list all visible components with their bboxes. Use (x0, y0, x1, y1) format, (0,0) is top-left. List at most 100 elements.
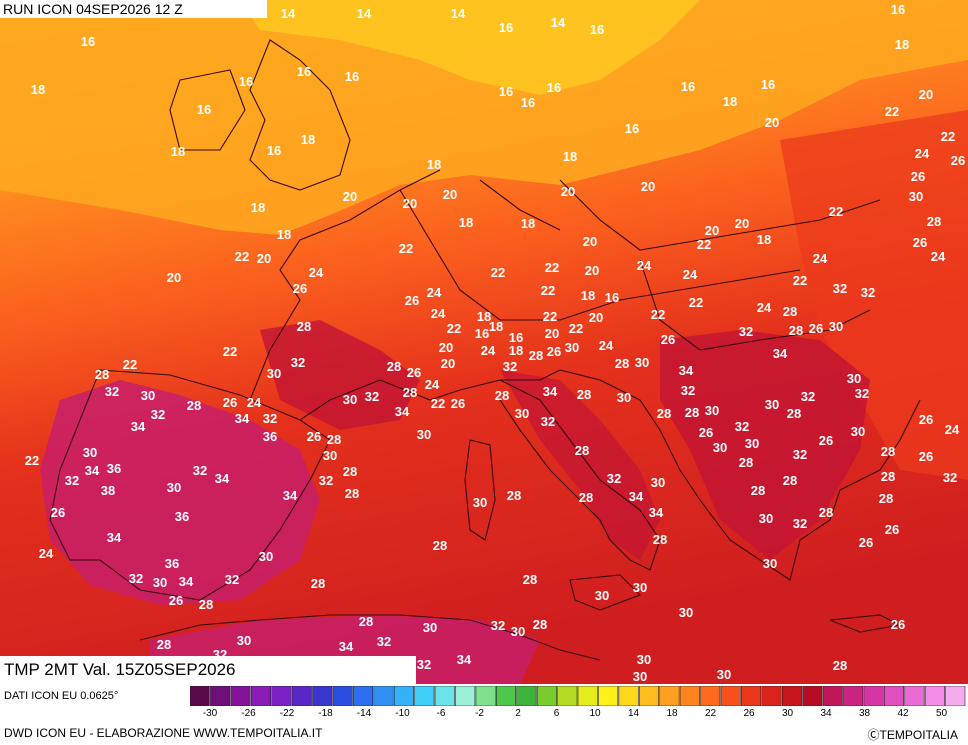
temperature-label: 30 (83, 445, 97, 460)
temperature-label: 32 (793, 447, 807, 462)
temperature-label: 30 (167, 480, 181, 495)
colorbar-swatch (577, 686, 598, 706)
temperature-label: 32 (417, 657, 431, 672)
temperature-label: 16 (590, 22, 604, 37)
colorbar-tick-label: -22 (279, 708, 295, 719)
colorbar-tick-label: -30 (202, 708, 218, 719)
colorbar-tick-label: 6 (553, 708, 560, 719)
colorbar-swatch (250, 686, 271, 706)
temperature-label: 20 (583, 234, 597, 249)
run-title: RUN ICON 04SEP2026 12 Z (0, 0, 267, 18)
temperature-label: 22 (447, 321, 461, 336)
temperature-label: 30 (511, 624, 525, 639)
field-zone-france (260, 320, 420, 430)
field-zone-italy (500, 370, 660, 560)
temperature-label: 22 (545, 260, 559, 275)
temperature-label: 16 (345, 69, 359, 84)
temperature-label: 24 (425, 377, 440, 392)
temperature-label: 30 (153, 575, 167, 590)
temperature-label: 22 (829, 204, 843, 219)
colorbar-swatch (536, 686, 557, 706)
temperature-label: 26 (223, 395, 237, 410)
colorbar-tick-label: 42 (897, 708, 909, 719)
temperature-label: 32 (193, 463, 207, 478)
temperature-label: 18 (581, 288, 595, 303)
temperature-label: 34 (85, 463, 100, 478)
temperature-label: 32 (319, 473, 333, 488)
temperature-label: 32 (681, 383, 695, 398)
temperature-label: 22 (431, 396, 445, 411)
temperature-label: 30 (909, 189, 923, 204)
temperature-label: 24 (309, 265, 324, 280)
temperature-label: 22 (235, 249, 249, 264)
temperature-label: 26 (859, 535, 873, 550)
temperature-label: 14 (451, 6, 466, 21)
temperature-label: 28 (387, 359, 401, 374)
temperature-label: 16 (605, 290, 619, 305)
temperature-label: 36 (107, 461, 121, 476)
temperature-label: 30 (423, 620, 437, 635)
colorbar-swatch (557, 686, 578, 706)
temperature-label: 20 (343, 189, 357, 204)
temperature-label: 26 (919, 412, 933, 427)
temperature-label: 26 (885, 522, 899, 537)
colorbar-swatch (353, 686, 374, 706)
temperature-label: 28 (187, 398, 201, 413)
temperature-label: 22 (941, 129, 955, 144)
temperature-label: 18 (31, 82, 45, 97)
temperature-label: 32 (833, 281, 847, 296)
temperature-label: 32 (503, 359, 517, 374)
temperature-label: 26 (169, 593, 183, 608)
colorbar-tick-label: 26 (743, 708, 755, 719)
temperature-label: 16 (509, 330, 523, 345)
temperature-label: 26 (51, 505, 65, 520)
colorbar-swatch (230, 686, 251, 706)
temperature-label: 28 (787, 406, 801, 421)
temperature-label: 18 (563, 149, 577, 164)
temperature-label: 26 (951, 153, 965, 168)
temperature-label: 18 (489, 319, 503, 334)
temperature-label: 20 (641, 179, 655, 194)
temperature-label: 24 (813, 251, 828, 266)
field-zone-14 (240, 0, 700, 95)
temperature-label: 22 (543, 309, 557, 324)
temperature-label: 20 (561, 184, 575, 199)
temperature-label: 28 (523, 572, 537, 587)
colorbar-swatch (598, 686, 619, 706)
temperature-label: 28 (881, 469, 895, 484)
temperature-label: 34 (215, 471, 230, 486)
colorbar-swatch (843, 686, 864, 706)
temperature-label: 22 (399, 241, 413, 256)
temperature-label: 30 (323, 448, 337, 463)
temperature-label: 24 (427, 285, 442, 300)
colorbar-swatch (781, 686, 802, 706)
temperature-label: 32 (491, 618, 505, 633)
temperature-label: 24 (931, 249, 946, 264)
temperature-label: 28 (533, 617, 547, 632)
colorbar-swatch (271, 686, 292, 706)
temperature-label: 34 (629, 489, 644, 504)
temperature-label: 28 (311, 576, 325, 591)
temperature-label: 28 (157, 637, 171, 652)
temperature-label: 32 (65, 473, 79, 488)
colorbar-tick-label: 10 (589, 708, 601, 719)
temperature-label: 16 (297, 64, 311, 79)
temperature-label: 18 (459, 215, 473, 230)
temperature-label: 30 (745, 436, 759, 451)
temperature-label: 24 (481, 343, 496, 358)
temperature-label: 28 (739, 455, 753, 470)
colorbar-tick-label: -18 (318, 708, 333, 719)
temperature-label: 30 (617, 390, 631, 405)
colorbar-swatch (455, 686, 476, 706)
field-zone-16 (0, 0, 968, 235)
temperature-label: 16 (197, 102, 211, 117)
temperature-label: 28 (433, 538, 447, 553)
temperature-label: 26 (809, 321, 823, 336)
temperature-label: 30 (679, 605, 693, 620)
data-source-label: DATI ICON EU 0.0625° (4, 690, 119, 702)
temperature-label: 34 (283, 488, 298, 503)
temperature-label: 22 (223, 344, 237, 359)
temperature-label: 32 (151, 407, 165, 422)
colorbar-tick-label: -26 (241, 708, 256, 719)
temperature-label: 20 (443, 187, 457, 202)
